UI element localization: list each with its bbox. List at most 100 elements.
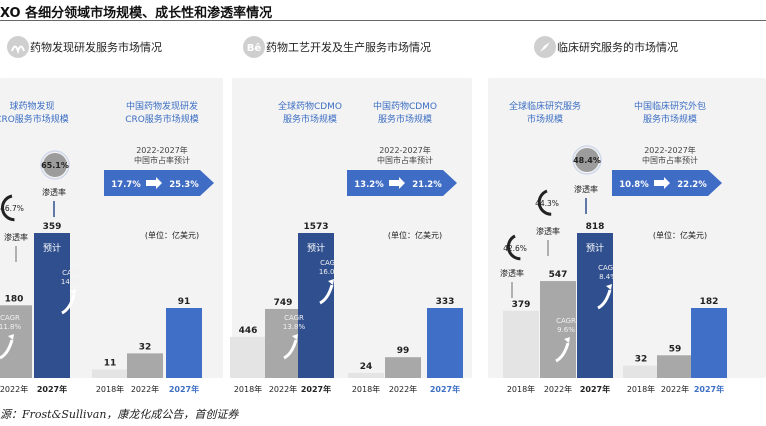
compass-icon-glyph (540, 42, 550, 52)
penetration-label: 渗透率 (536, 226, 560, 236)
source-footnote: 源：Frost&Sullivan，康龙化成公告，首创证券 (0, 408, 239, 421)
cagr-value: 13.8% (283, 323, 306, 331)
china-chart-title: 中国药物发现研发 (126, 100, 198, 112)
global-chart-title: 市场规模 (527, 113, 563, 125)
global-bar (540, 281, 576, 378)
share-label: 中国市占率预计 (642, 155, 698, 165)
forecast-label: 预计 (307, 242, 325, 254)
china-bar-value: 59 (669, 344, 682, 354)
cagr-label: CAGR (556, 317, 576, 325)
section-title: 临床研究服务的市场情况 (557, 40, 678, 54)
unit-label: (单位：亿美元) (388, 230, 442, 240)
global-chart-title: 服务市场规模 (283, 113, 337, 125)
china-chart-title: 服务市场规模 (643, 113, 697, 125)
china-chart-title: CRO服务市场规模 (125, 113, 199, 125)
china-bar-value: 32 (635, 355, 648, 365)
penetration-value: 46.7% (0, 204, 24, 213)
page-title: XO 各细分领域市场规模、成长性和渗透率情况 (0, 6, 273, 21)
flask-icon-glyph: Bê (247, 42, 262, 54)
china-bar-value: 333 (436, 297, 455, 307)
molecule-icon (7, 36, 29, 58)
china-x-tick: 2018年 (96, 384, 124, 394)
china-bar (691, 308, 727, 378)
unit-label: (单位：亿美元) (145, 230, 199, 240)
china-bar (127, 353, 163, 378)
cagr-label: CAGR (284, 314, 304, 322)
share-label: 中国市占率预计 (134, 155, 190, 165)
molecule-icon-glyph (11, 45, 25, 55)
growth-arrow-head (328, 279, 334, 285)
cagr-label: CAGR (0, 314, 20, 322)
cagr-value: 14.8% (61, 278, 84, 286)
china-bar (427, 308, 463, 378)
china-bar (623, 365, 659, 378)
china-x-tick: 2027年 (694, 384, 724, 394)
arrow-right-icon (389, 177, 405, 189)
global-bar-value: 379 (512, 300, 531, 310)
section-title: 药物工艺开发及生产服务市场情况 (266, 40, 431, 54)
china-bar (657, 355, 693, 378)
global-x-tick: 2018年 (234, 384, 262, 394)
global-bar-value: 1573 (303, 222, 328, 232)
share-to: 22.2% (677, 180, 707, 190)
forecast-label: 预计 (43, 242, 61, 254)
china-bar-value: 99 (397, 346, 410, 356)
cagr-value: 11.8% (0, 323, 21, 331)
growth-arrow-head (606, 284, 612, 290)
penetration-value: 42.6% (503, 244, 527, 253)
share-from: 13.2% (354, 180, 384, 190)
global-bar (230, 336, 266, 378)
growth-arrow-icon (283, 339, 298, 360)
share-to: 21.2% (412, 180, 442, 190)
share-from: 10.8% (619, 180, 649, 190)
forecast-label: 预计 (586, 242, 604, 254)
global-bar-value: 446 (239, 326, 258, 336)
penetration-label: 渗透率 (574, 184, 598, 194)
growth-arrow-icon (0, 339, 14, 360)
global-x-tick: 2018年 (507, 384, 535, 394)
global-bar-value: 180 (5, 294, 24, 304)
global-x-tick: 2027年 (37, 384, 67, 394)
china-bar (348, 372, 384, 378)
global-bar (503, 310, 539, 378)
share-label: 2022-2027年 (379, 145, 431, 155)
penetration-value: 65.1% (41, 161, 69, 170)
global-chart-title: 球药物发现 (9, 100, 54, 112)
chart-section: 临床研究服务的市场情况 379 2018年 547 2022年 818 2027年 预计 CAG… (488, 36, 766, 394)
global-bar (34, 233, 70, 378)
china-x-tick: 2022年 (389, 384, 417, 394)
cagr-label: CAGR (62, 269, 82, 277)
section-title: 药物发现研发服务市场情况 (30, 40, 162, 54)
china-chart-title: 中国药物CDMO (373, 100, 437, 112)
growth-arrow-icon (61, 294, 76, 315)
penetration-arc (537, 189, 552, 216)
global-chart-title: 全球药物CDMO (278, 100, 342, 112)
share-from: 17.7% (111, 180, 141, 190)
penetration-ring (572, 145, 602, 175)
china-bar-value: 11 (104, 359, 117, 369)
penetration-label: 渗透率 (4, 232, 28, 242)
global-chart-title: 全球临床研究服务 (509, 100, 581, 112)
penetration-label: 渗透率 (42, 187, 66, 197)
global-bar (577, 233, 613, 378)
global-chart-title: CRO服务市场规模 (0, 113, 69, 125)
penetration-value: 48.4% (573, 156, 601, 165)
global-bar (298, 233, 334, 378)
global-bar-value: 359 (43, 222, 62, 232)
china-bar-value: 182 (700, 297, 719, 307)
china-x-tick: 2027年 (430, 384, 460, 394)
penetration-ring (40, 150, 70, 180)
global-x-tick: 2027年 (580, 384, 610, 394)
global-bar-value: 818 (586, 222, 605, 232)
china-bar (166, 308, 202, 378)
share-label: 2022-2027年 (136, 145, 188, 155)
cagr-label: CAGR (598, 264, 618, 272)
chart-section: Bê 药物工艺开发及生产服务市场情况 446 2018年 749 2022年 1573 202… (230, 36, 472, 394)
growth-arrow-head (70, 289, 76, 295)
share-to: 25.3% (169, 180, 199, 190)
cagr-label: CAGR (320, 259, 340, 267)
global-bar-value: 749 (274, 298, 293, 308)
china-bar (92, 369, 128, 378)
china-bar-value: 24 (360, 362, 373, 372)
china-bar-value: 91 (178, 297, 191, 307)
